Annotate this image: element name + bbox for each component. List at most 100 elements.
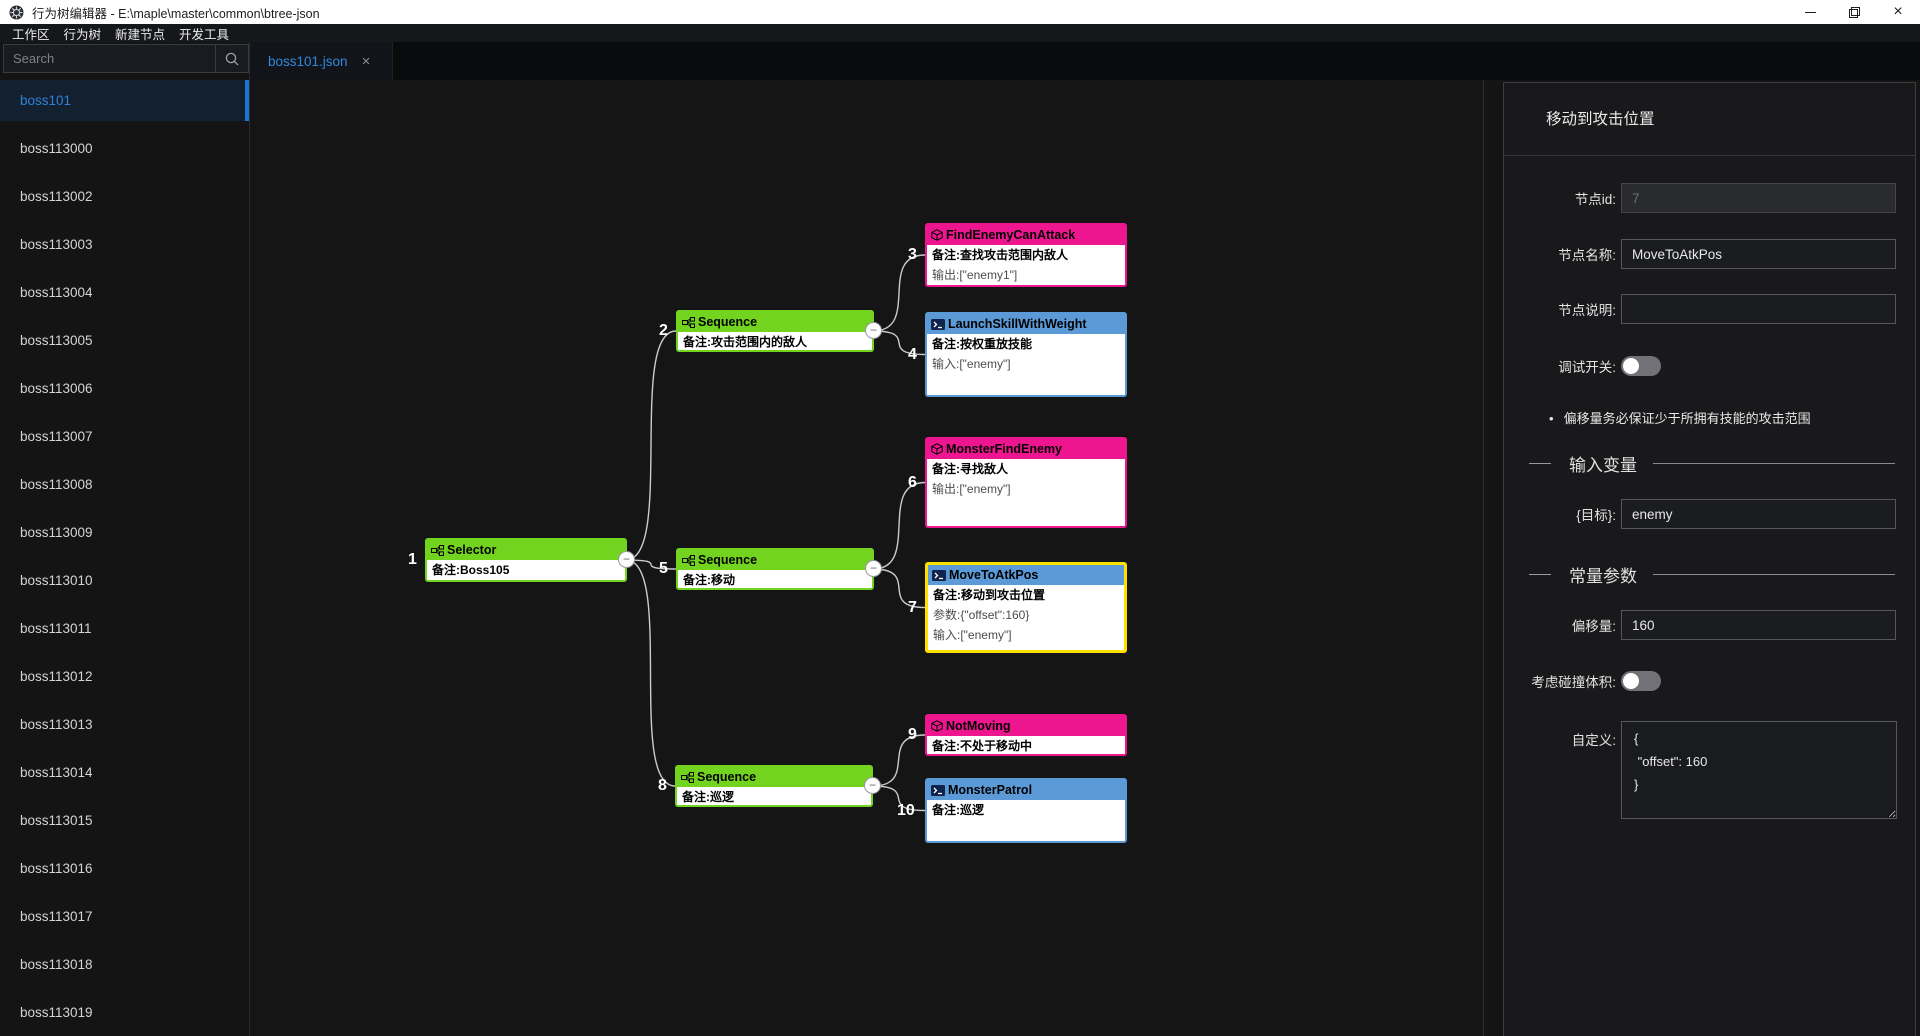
sidebar-item-boss113017[interactable]: boss113017 (0, 896, 249, 937)
node-body: 备注:寻找敌人 输出:["enemy"] (927, 459, 1125, 499)
sidebar-item-label: boss113017 (20, 909, 93, 924)
edge-layer (625, 254, 926, 812)
search-input[interactable] (3, 44, 216, 73)
sidebar-item-boss113000[interactable]: boss113000 (0, 128, 249, 169)
node-type-name: NotMoving (946, 719, 1011, 733)
tabstrip: boss101.json × (250, 42, 1920, 80)
edge-1-2 (625, 330, 677, 561)
collapse-toggle[interactable]: − (865, 560, 882, 577)
node-header: MonsterPatrol (927, 780, 1125, 800)
sidebar-item-boss113003[interactable]: boss113003 (0, 224, 249, 265)
edge-2-3 (872, 254, 926, 332)
node-name-input[interactable] (1621, 239, 1896, 269)
tab-close-icon[interactable]: × (361, 52, 371, 70)
close-button[interactable]: × (1876, 0, 1920, 24)
custom-row: 自定义: { "offset": 160 } (1504, 721, 1915, 819)
node-id-label: 10 (897, 801, 915, 819)
action-icon (932, 569, 946, 581)
bt-node-MonsterPatrol[interactable]: MonsterPatrol 备注:巡逻 (925, 778, 1127, 843)
minimize-button[interactable] (1788, 0, 1832, 24)
sidebar-item-boss113014[interactable]: boss113014 (0, 752, 249, 793)
node-body-line: 参数:{"offset":160} (933, 608, 1030, 622)
sidebar-item-boss113005[interactable]: boss113005 (0, 320, 249, 361)
section-dash (1529, 574, 1551, 575)
node-header: NotMoving (927, 716, 1125, 736)
collision-toggle[interactable] (1621, 671, 1661, 691)
node-type-name: Sequence (698, 315, 758, 329)
panel-header: 移动到攻击位置 (1504, 83, 1915, 156)
condition-icon (931, 229, 943, 241)
node-header: Sequence (678, 312, 872, 332)
sidebar-item-boss113002[interactable]: boss113002 (0, 176, 249, 217)
menu-item-2[interactable]: 新建节点 (115, 27, 166, 42)
target-input[interactable] (1621, 499, 1896, 529)
panel-title: 移动到攻击位置 (1546, 111, 1655, 128)
action-icon (931, 784, 945, 796)
restore-button[interactable] (1832, 0, 1876, 24)
bt-node-MoveToAtkPos[interactable]: MoveToAtkPos 备注:移动到攻击位置 参数:{"offset":160} 输… (925, 562, 1127, 653)
behavior-tree-canvas[interactable]: Selector 备注:Boss105 1 − Sequence 备注:攻击范围内的敌人 2… (250, 80, 1484, 1036)
custom-json-textarea[interactable]: { "offset": 160 } (1621, 721, 1897, 819)
sidebar-item-boss113006[interactable]: boss113006 (0, 368, 249, 409)
bt-node-MonsterFindEnemy[interactable]: MonsterFindEnemy 备注:寻找敌人 输出:["enemy"] (925, 437, 1127, 528)
sidebar-item-label: boss113008 (20, 477, 93, 492)
sidebar-item-label: boss113019 (20, 1005, 93, 1020)
node-id-label: 节点id: (1574, 192, 1616, 207)
sidebar-item-boss101[interactable]: boss101 (0, 80, 249, 121)
sidebar-item-boss113004[interactable]: boss113004 (0, 272, 249, 313)
menu-item-1[interactable]: 行为树 (63, 27, 102, 42)
node-id-label: 7 (908, 598, 917, 616)
sidebar-item-boss113007[interactable]: boss113007 (0, 416, 249, 457)
properties-panel: 移动到攻击位置 节点id: 节点名称: 节点说明: 调试开关: 偏移量务必保证少… (1503, 82, 1916, 1036)
bt-node-NotMoving[interactable]: NotMoving 备注:不处于移动中 (925, 714, 1127, 756)
offset-input[interactable] (1621, 610, 1896, 640)
search-icon (225, 52, 239, 65)
sidebar-item-boss113019[interactable]: boss113019 (0, 992, 249, 1033)
toggle-knob (1623, 673, 1639, 689)
node-id-label: 4 (908, 345, 917, 363)
section-dash (1529, 463, 1551, 464)
sidebar-item-boss113010[interactable]: boss113010 (0, 560, 249, 601)
bt-node-Selector[interactable]: Selector 备注:Boss105 (425, 538, 627, 582)
sidebar-item-boss113015[interactable]: boss113015 (0, 800, 249, 841)
toggle-knob (1623, 358, 1639, 374)
bt-node-FindEnemyCanAttack[interactable]: FindEnemyCanAttack 备注:查找攻击范围内敌人 输出:["enemy… (925, 223, 1127, 287)
node-name-row: 节点名称: (1504, 239, 1915, 269)
composite-icon (682, 316, 695, 328)
node-type-name: Selector (447, 543, 497, 557)
collapse-toggle[interactable]: − (865, 322, 882, 339)
node-desc-label: 节点说明: (1558, 303, 1616, 318)
node-desc-input[interactable] (1621, 294, 1896, 324)
search-button[interactable] (216, 44, 249, 73)
bt-node-Sequence[interactable]: Sequence 备注:攻击范围内的敌人 (676, 310, 874, 352)
bt-node-Sequence[interactable]: Sequence 备注:巡逻 (675, 765, 873, 807)
offset-note: 偏移量务必保证少于所拥有技能的攻击范围 (1549, 410, 1899, 428)
node-body: 备注:巡逻 (927, 800, 1125, 820)
menu-item-0[interactable]: 工作区 (12, 27, 50, 42)
bt-node-LaunchSkillWithWeight[interactable]: LaunchSkillWithWeight 备注:按权重放技能 输入:["enemy… (925, 312, 1127, 397)
sidebar-item-label: boss113007 (20, 429, 93, 444)
sidebar-item-boss113018[interactable]: boss113018 (0, 944, 249, 985)
tab-boss101.json[interactable]: boss101.json × (250, 42, 393, 80)
sidebar-item-boss113013[interactable]: boss113013 (0, 704, 249, 745)
sidebar-item-boss113008[interactable]: boss113008 (0, 464, 249, 505)
sidebar-item-boss113009[interactable]: boss113009 (0, 512, 249, 553)
edge-1-5 (625, 559, 677, 570)
node-id-label: 6 (908, 473, 917, 491)
sidebar-item-boss113012[interactable]: boss113012 (0, 656, 249, 697)
node-body: 备注:攻击范围内的敌人 (678, 332, 872, 352)
node-body-line: 输出:["enemy1"] (932, 268, 1018, 282)
sidebar-item-boss113016[interactable]: boss113016 (0, 848, 249, 889)
offset-label: 偏移量: (1571, 619, 1616, 634)
collapse-toggle[interactable]: − (864, 777, 881, 794)
node-type-name: MonsterPatrol (948, 783, 1033, 797)
node-body-line: 备注:巡逻 (682, 790, 734, 804)
bt-node-Sequence[interactable]: Sequence 备注:移动 (676, 548, 874, 590)
menu-item-3[interactable]: 开发工具 (179, 27, 230, 42)
edge-1-8 (625, 559, 676, 787)
collapse-toggle[interactable]: − (618, 551, 635, 568)
node-header: Sequence (677, 767, 871, 787)
debug-toggle[interactable] (1621, 356, 1661, 376)
input-vars-title: 输入变量 (1569, 456, 1637, 475)
sidebar-item-boss113011[interactable]: boss113011 (0, 608, 249, 649)
